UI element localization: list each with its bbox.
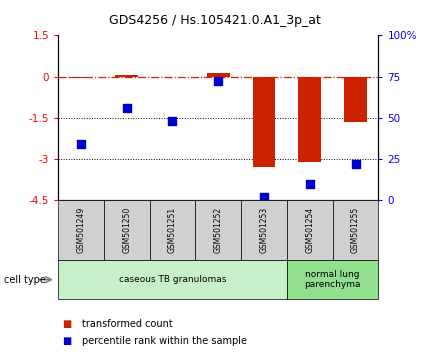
Point (352, 161, 359, 167)
Bar (58, 200, 104, 260)
Bar (70, 76, 92, 78)
Point (77, 141, 84, 147)
Bar (333, 200, 378, 260)
Point (215, 79, 222, 84)
Bar (241, 200, 287, 260)
Text: GSM501250: GSM501250 (122, 207, 131, 253)
Text: percentile rank within the sample: percentile rank within the sample (82, 336, 247, 346)
Text: normal lung
parenchyma: normal lung parenchyma (304, 270, 361, 289)
Text: cell type: cell type (4, 275, 46, 285)
Text: ■: ■ (62, 336, 72, 346)
Bar (104, 200, 150, 260)
Text: GSM501253: GSM501253 (259, 207, 268, 253)
Text: caseous TB granulomas: caseous TB granulomas (119, 275, 226, 284)
Bar (344, 76, 367, 122)
Text: GSM501251: GSM501251 (168, 207, 177, 253)
Text: GDS4256 / Hs.105421.0.A1_3p_at: GDS4256 / Hs.105421.0.A1_3p_at (109, 14, 321, 27)
Text: transformed count: transformed count (82, 319, 172, 329)
Point (123, 105, 130, 111)
Bar (252, 76, 276, 167)
Bar (207, 73, 230, 76)
Text: GSM501255: GSM501255 (351, 207, 360, 253)
Point (306, 181, 313, 187)
Bar (298, 76, 321, 161)
Text: GSM501252: GSM501252 (214, 207, 223, 253)
Bar (150, 200, 195, 260)
Point (261, 194, 267, 200)
Text: ■: ■ (62, 319, 72, 329)
Bar (195, 200, 241, 260)
Point (169, 118, 176, 124)
Bar (287, 200, 333, 260)
Text: GSM501249: GSM501249 (77, 207, 86, 253)
Bar (115, 75, 138, 76)
Bar (287, 260, 378, 299)
Text: GSM501254: GSM501254 (305, 207, 314, 253)
Bar (58, 260, 287, 299)
